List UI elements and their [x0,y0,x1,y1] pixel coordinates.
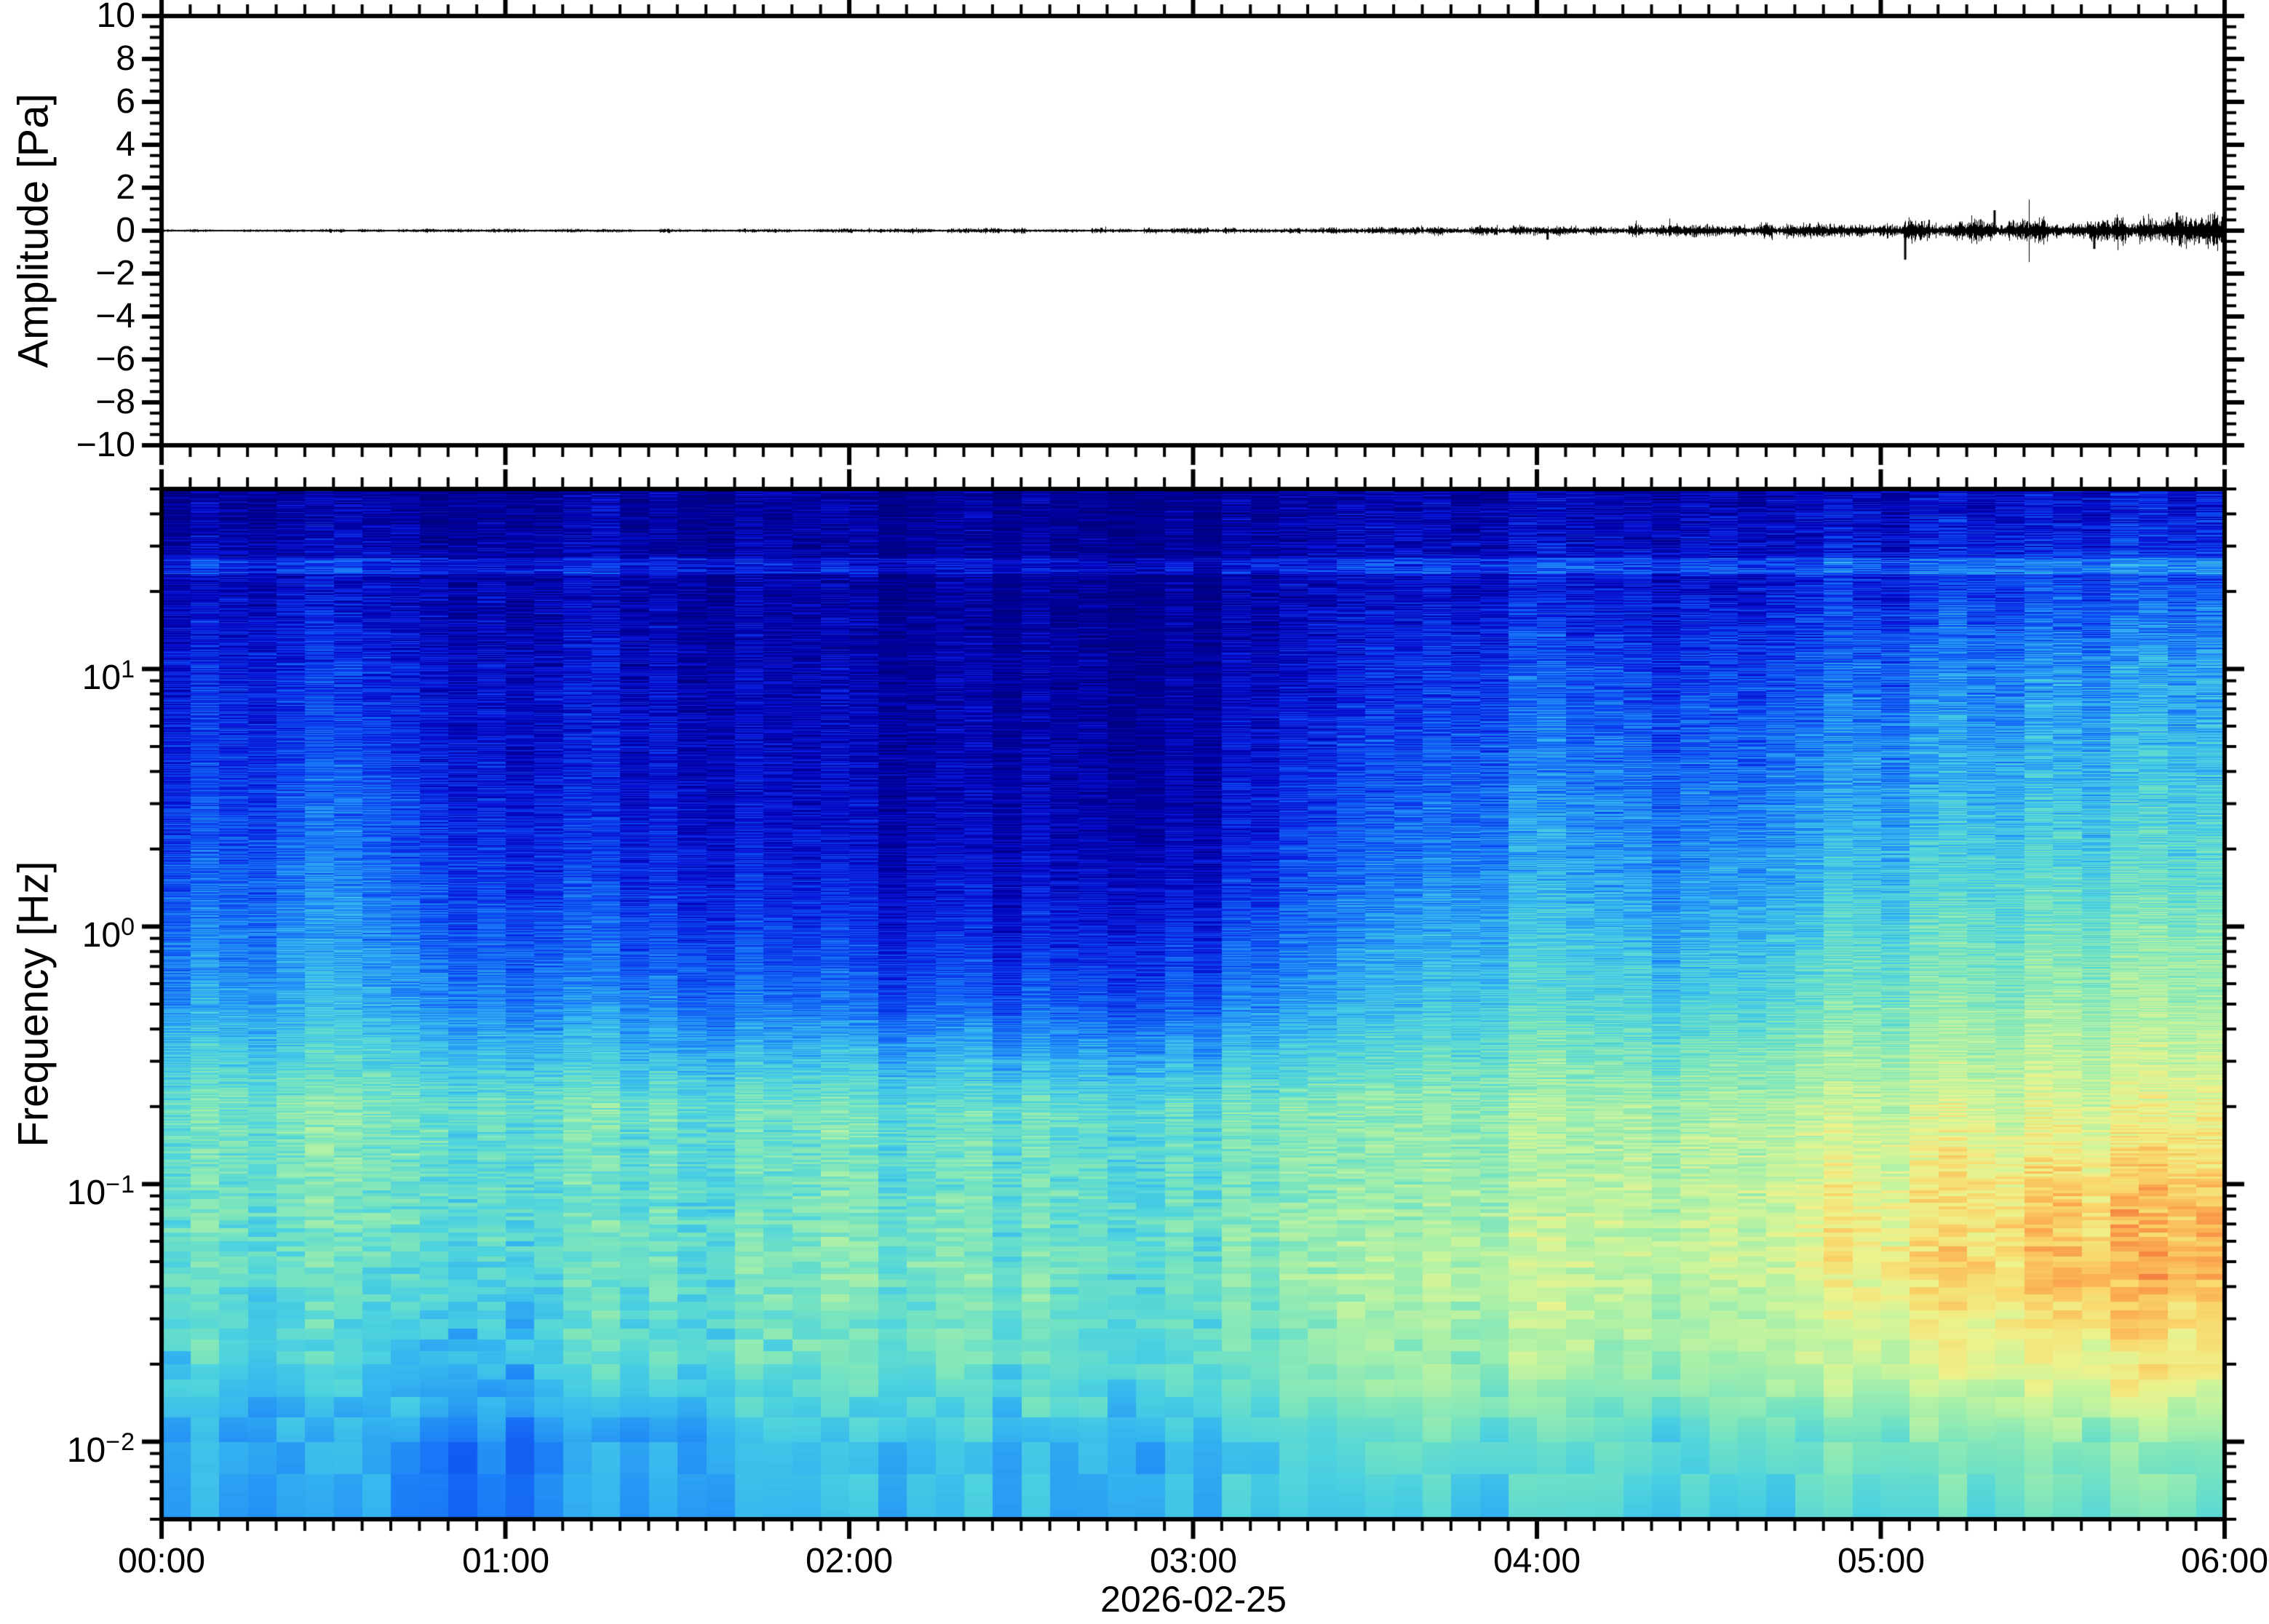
amplitude-axis-title: Amplitude [Pa] [9,93,57,368]
frequency-axis-title: Frequency [Hz] [9,861,57,1147]
time-xtick-label: 06:00 [2180,1542,2269,1580]
amp-ytick-label: −8 [95,383,135,421]
freq-tick-mantissa: 10 [82,658,122,697]
freq-tick-exponent: −1 [106,1171,135,1198]
amp-ytick-label: −4 [95,297,135,335]
amp-ytick-label: 6 [116,82,135,121]
freq-tick-mantissa: 10 [82,916,122,955]
amp-ytick-label: −10 [76,426,135,464]
amp-ytick-label: −6 [95,340,135,378]
freq-ytick-label: 10−2 [0,1420,135,1470]
amp-ytick-label: 8 [116,39,135,78]
time-xtick-label: 04:00 [1493,1542,1581,1580]
freq-tick-exponent: 1 [121,656,135,683]
freq-ytick-label: 10−1 [0,1163,135,1212]
freq-tick-exponent: 0 [121,913,135,941]
freq-tick-exponent: −2 [106,1428,135,1456]
time-xtick-label: 01:00 [461,1542,550,1580]
time-xtick-label: 03:00 [1149,1542,1238,1580]
freq-ytick-label: 101 [0,648,135,697]
amp-ytick-label: 0 [116,211,135,250]
time-xtick-label: 05:00 [1837,1542,1926,1580]
amp-ytick-label: −2 [95,254,135,292]
time-xtick-label: 00:00 [117,1542,206,1580]
freq-tick-mantissa: 10 [66,1431,106,1470]
time-xtick-label: 02:00 [805,1542,894,1580]
freq-tick-mantissa: 10 [66,1174,106,1212]
date-label: 2026-02-25 [1100,1579,1287,1620]
freq-ytick-label: 100 [0,905,135,955]
amp-ytick-label: 2 [116,168,135,207]
amp-ytick-label: 4 [116,125,135,164]
amp-ytick-label: 10 [96,0,135,35]
